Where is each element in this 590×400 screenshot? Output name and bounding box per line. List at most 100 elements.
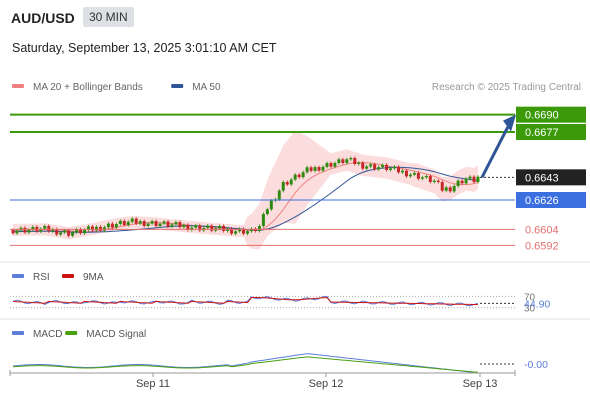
candle-body [186, 224, 190, 230]
candle-body [249, 228, 253, 232]
candle-body [408, 174, 412, 177]
candle-body [162, 221, 166, 224]
candle-body [329, 163, 333, 167]
candle-body [436, 180, 440, 182]
candle-body [90, 226, 94, 231]
candle-body [341, 159, 345, 163]
level-box [516, 169, 586, 186]
candle-body [238, 228, 242, 232]
projection-arrow [480, 125, 510, 179]
candle-body [317, 167, 321, 171]
copyright-text: Research © 2025 Trading Central [432, 82, 581, 93]
macd-current-label: -0.00 [524, 359, 548, 371]
candle-body [385, 164, 389, 170]
candle-body [472, 176, 476, 182]
candle-body [373, 164, 377, 170]
candle-body [218, 226, 222, 229]
candle-body [345, 159, 349, 163]
candle-body [234, 231, 238, 234]
legend-label: 9MA [83, 272, 104, 283]
symbol-title: AUD/USD [11, 10, 75, 26]
candle-body [265, 209, 269, 214]
candle-body [361, 162, 365, 169]
candle-body [397, 166, 401, 173]
level-box [516, 124, 586, 140]
candle-body [460, 180, 464, 184]
candle-body [377, 167, 381, 170]
candle-body [416, 173, 420, 179]
candle-body [404, 170, 408, 177]
candle-body [281, 182, 285, 191]
candle-body [230, 228, 234, 234]
candle-body [98, 226, 102, 231]
candle-body [67, 230, 71, 236]
candle-body [440, 182, 444, 191]
candle-body [79, 229, 83, 234]
candle-body [178, 222, 182, 228]
arrow-head [503, 114, 516, 132]
candle-body [393, 166, 397, 169]
candle-body [297, 174, 301, 178]
legend-label: MA 20 + Bollinger Bands [33, 82, 143, 93]
candle-body [289, 179, 293, 185]
ma20-line [13, 162, 479, 233]
candle-body [23, 227, 27, 233]
candle-body [142, 221, 146, 226]
candle-body [476, 176, 480, 182]
candle-body [301, 172, 305, 178]
candle-body [313, 167, 317, 171]
candle-body [122, 220, 126, 225]
candle-body [269, 200, 273, 210]
candle-body [325, 163, 329, 167]
candle-body [87, 226, 91, 230]
candle-body [31, 226, 35, 230]
candle-body [357, 162, 361, 164]
candle-body [59, 232, 63, 235]
legend-label: MACD Signal [86, 329, 146, 340]
candle-body [444, 187, 448, 191]
candle-body [134, 218, 138, 224]
candle-body [55, 229, 59, 235]
candle-body [210, 225, 214, 231]
candle-body [51, 229, 55, 232]
candle-body [130, 218, 134, 222]
candle-body [198, 225, 202, 231]
level-label: 0.6626 [525, 195, 559, 207]
legend-swatch [171, 84, 184, 88]
legend-label: MACD [33, 329, 62, 340]
candle-body [245, 231, 249, 234]
candle-body [39, 228, 43, 232]
candle-body [71, 232, 75, 236]
rsi-line [12, 295, 479, 307]
candle-body [27, 229, 31, 233]
candle-body [166, 221, 170, 227]
candle-body [158, 223, 162, 226]
x-tick-label: Sep 12 [309, 378, 344, 390]
legend-swatch [12, 331, 24, 335]
candle-body [432, 180, 436, 182]
timeframe-badge[interactable]: 30 MIN [83, 7, 134, 27]
candle-body [285, 182, 289, 185]
candle-body [261, 214, 265, 226]
rsi-level-label: 70 [524, 292, 536, 303]
candle-body [420, 177, 424, 179]
candle-body [194, 225, 198, 228]
legend-swatch [65, 331, 78, 335]
candle-body [11, 230, 15, 234]
rsi-level-label: 30 [524, 304, 536, 315]
candle-body [110, 223, 114, 228]
macd-line [12, 353, 479, 374]
candle-body [464, 178, 468, 184]
candle-body [333, 163, 337, 167]
candle-body [146, 223, 150, 226]
legend-label: RSI [33, 272, 50, 283]
candle-body [253, 228, 257, 231]
level-box [516, 192, 586, 208]
candle-body [381, 164, 385, 168]
candle-body [468, 176, 472, 179]
legend-swatch [12, 274, 24, 278]
candle-body [83, 230, 87, 234]
candle-body [293, 174, 297, 180]
level-label: 0.6592 [525, 240, 559, 252]
macd-signal-line [12, 356, 479, 373]
